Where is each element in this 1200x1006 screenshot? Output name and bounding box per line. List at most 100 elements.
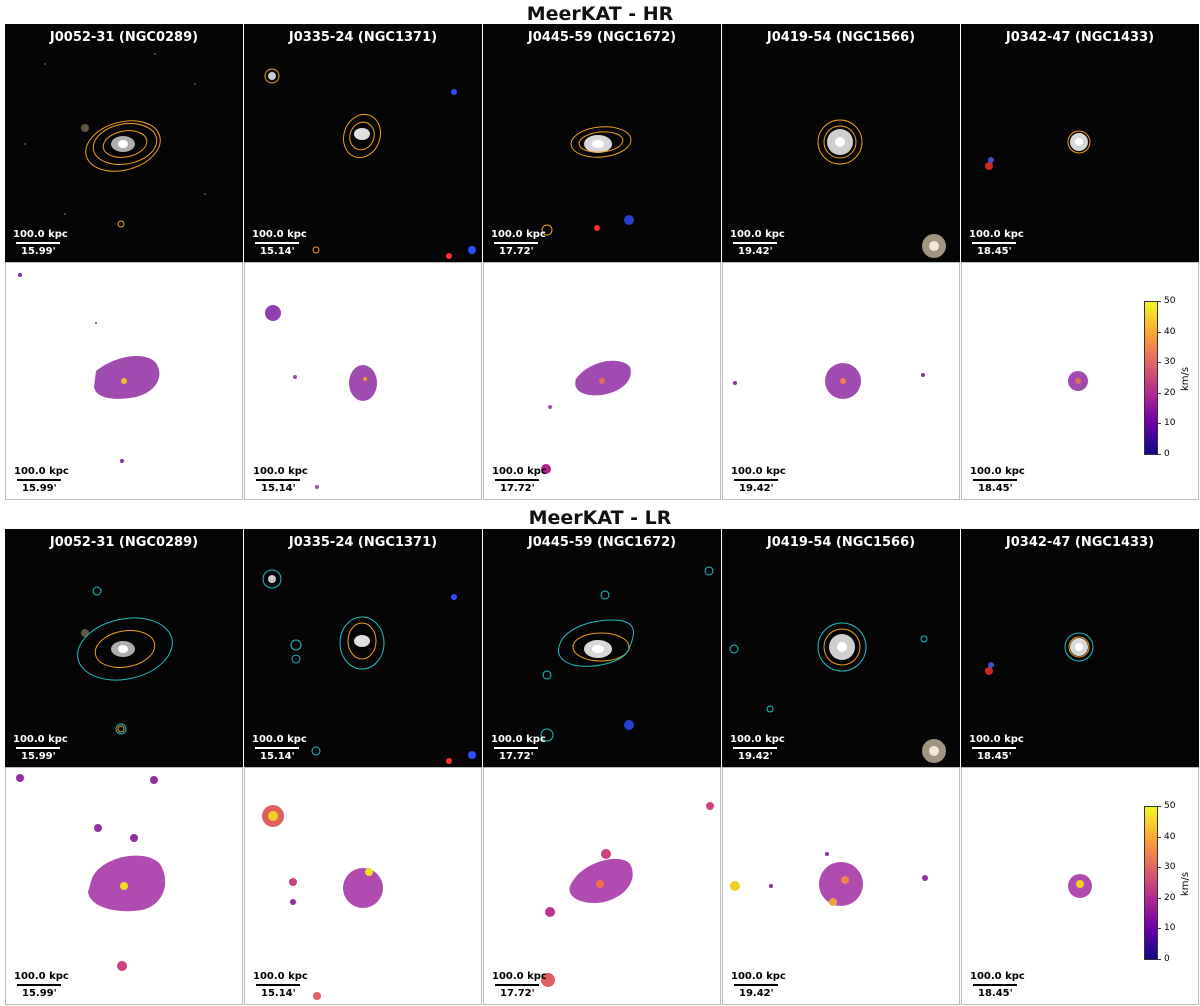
scale-bar: 100.0 kpc 15.99' (14, 466, 69, 494)
lr-moment2-panel-ngc1566: 100.0 kpc 19.42' (722, 767, 960, 1005)
scale-angular: 15.99' (21, 751, 56, 762)
hr-optical-panel-ngc1566: J0419-54 (NGC1566) 100.0 kpc 19.42' (722, 24, 960, 262)
lr-optical-panel-ngc1672: J0445-59 (NGC1672) 100.0 kpc 17.72' (483, 529, 721, 767)
scale-bar: 100.0 kpc 19.42' (731, 466, 786, 494)
scale-bar: 100.0 kpc 17.72' (491, 734, 546, 762)
colorbar-tick: 50 (1164, 296, 1176, 306)
scale-physical: 100.0 kpc (13, 229, 68, 240)
hr-optical-image (817, 119, 946, 258)
colorbar-tick: 40 (1164, 327, 1176, 337)
scale-angular: 17.72' (500, 483, 535, 494)
panel-title: J0342-47 (NGC1433) (1005, 535, 1155, 550)
lr-moment2-map (262, 805, 383, 1000)
lr-moment2-panel-ngc1371: 100.0 kpc 15.14' (244, 767, 482, 1005)
colorbar-tick: 0 (1164, 954, 1170, 964)
scale-angular: 17.72' (499, 751, 534, 762)
scale-physical: 100.0 kpc (14, 466, 69, 477)
scale-physical: 100.0 kpc (730, 229, 785, 240)
panel-title: J0445-59 (NGC1672) (527, 535, 677, 550)
scale-bar: 100.0 kpc 19.42' (730, 229, 785, 257)
scale-physical: 100.0 kpc (253, 466, 308, 477)
scale-angular: 19.42' (739, 483, 774, 494)
hr-optical-image (24, 53, 206, 228)
scale-angular: 17.72' (500, 988, 535, 999)
lr-moment2-map (16, 774, 166, 971)
scale-bar: 100.0 kpc 18.45' (970, 466, 1025, 494)
scale-angular: 18.45' (978, 988, 1013, 999)
lr-optical-image (729, 622, 946, 763)
colorbar-gradient (1144, 301, 1158, 455)
scale-angular: 18.45' (977, 751, 1012, 762)
scale-physical: 100.0 kpc (492, 466, 547, 477)
scale-angular: 19.42' (738, 246, 773, 257)
panel-title: J0419-54 (NGC1566) (766, 30, 916, 45)
scale-bar: 100.0 kpc 15.14' (252, 229, 307, 257)
scale-physical: 100.0 kpc (252, 734, 307, 745)
section-title-lr: MeerKAT - LR (528, 507, 672, 529)
colorbar-label: km/s (1180, 366, 1191, 391)
colorbar-tick: 50 (1164, 801, 1176, 811)
scale-bar: 100.0 kpc 19.42' (730, 734, 785, 762)
scale-angular: 15.14' (260, 246, 295, 257)
scale-bar: 100.0 kpc 15.99' (13, 734, 68, 762)
scale-physical: 100.0 kpc (731, 466, 786, 477)
hr-moment2-panel-ngc1433: 100.0 kpc 18.45' 0 10 20 30 40 50 km/s (961, 262, 1199, 500)
panel-title: J0052-31 (NGC0289) (49, 535, 199, 550)
scale-bar: 100.0 kpc 15.99' (14, 971, 69, 999)
scale-physical: 100.0 kpc (252, 229, 307, 240)
hr-moment2-map (733, 363, 925, 399)
panel-title: J0445-59 (NGC1672) (527, 30, 677, 45)
hi-contours (729, 622, 928, 713)
scale-angular: 15.14' (260, 751, 295, 762)
colorbar-gradient (1144, 806, 1158, 960)
scale-angular: 19.42' (738, 751, 773, 762)
scale-angular: 15.14' (261, 988, 296, 999)
hr-moment2-panel-ngc1566: 100.0 kpc 19.42' (722, 262, 960, 500)
colorbar-tick: 40 (1164, 832, 1176, 842)
lr-optical-image (540, 566, 714, 742)
hi-contours (77, 586, 173, 735)
scale-bar: 100.0 kpc 18.45' (969, 734, 1024, 762)
scale-angular: 15.14' (261, 483, 296, 494)
colorbar-label: km/s (1180, 871, 1191, 896)
lr-moment2-map (730, 852, 928, 906)
lr-optical-image (262, 569, 476, 764)
hi-contours (817, 119, 863, 165)
hr-optical-image (985, 130, 1091, 170)
lr-optical-panel-ngc1566: J0419-54 (NGC1566) 100.0 kpc 19.42' (722, 529, 960, 767)
lr-moment2-map (1068, 874, 1092, 898)
lr-optical-panel-ngc0289: J0052-31 (NGC0289) 100.0 kpc 15.99' (5, 529, 243, 767)
scale-physical: 100.0 kpc (13, 734, 68, 745)
hr-moment2-map (265, 305, 377, 489)
scale-physical: 100.0 kpc (969, 734, 1024, 745)
hi-contours (85, 120, 161, 228)
colorbar-tick: 0 (1164, 449, 1170, 459)
scale-bar: 100.0 kpc 19.42' (731, 971, 786, 999)
scale-bar: 100.0 kpc 15.14' (253, 466, 308, 494)
scale-physical: 100.0 kpc (253, 971, 308, 982)
scale-angular: 15.99' (21, 246, 56, 257)
scale-physical: 100.0 kpc (731, 971, 786, 982)
hr-optical-image (264, 68, 476, 259)
scale-bar: 100.0 kpc 15.99' (13, 229, 68, 257)
hr-optical-panel-ngc1433: J0342-47 (NGC1433) 100.0 kpc 18.45' (961, 24, 1199, 262)
lr-moment2-map (541, 802, 714, 987)
panel-title: J0342-47 (NGC1433) (1005, 30, 1155, 45)
panel-title: J0419-54 (NGC1566) (766, 535, 916, 550)
lr-moment2-panel-ngc1433: 100.0 kpc 18.45' 0 10 20 30 40 50 km/s (961, 767, 1199, 1005)
hr-moment2-map (541, 360, 631, 474)
colorbar-tick: 10 (1164, 923, 1176, 933)
scale-physical: 100.0 kpc (491, 229, 546, 240)
scale-angular: 17.72' (499, 246, 534, 257)
hr-moment2-map (1068, 371, 1088, 391)
colorbar-tick: 30 (1164, 357, 1176, 367)
scale-bar: 100.0 kpc 18.45' (970, 971, 1025, 999)
lr-optical-image (985, 632, 1094, 675)
hr-optical-panel-ngc1371: J0335-24 (NGC1371) 100.0 kpc 15.14' (244, 24, 482, 262)
scale-physical: 100.0 kpc (14, 971, 69, 982)
scale-physical: 100.0 kpc (970, 466, 1025, 477)
lr-optical-panel-ngc1371: J0335-24 (NGC1371) 100.0 kpc 15.14' (244, 529, 482, 767)
panel-title: J0335-24 (NGC1371) (288, 30, 438, 45)
hr-moment2-panel-ngc1371: 100.0 kpc 15.14' (244, 262, 482, 500)
lr-moment2-panel-ngc0289: 100.0 kpc 15.99' (5, 767, 243, 1005)
